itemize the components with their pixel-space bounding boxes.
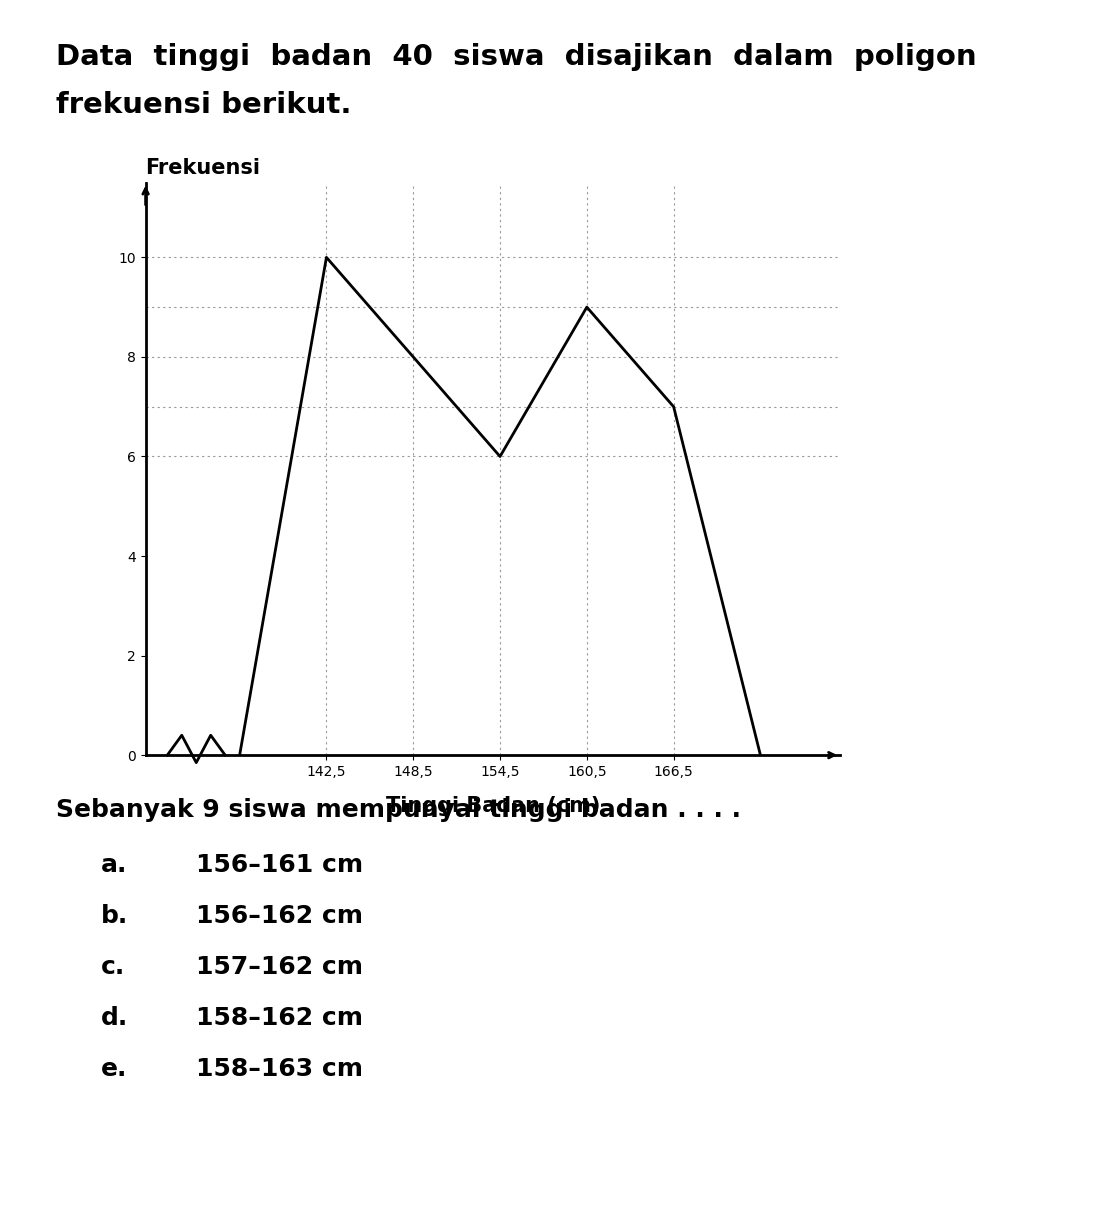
Text: frekuensi berikut.: frekuensi berikut. [56, 91, 352, 119]
Text: 158–163 cm: 158–163 cm [196, 1057, 363, 1082]
Text: d.: d. [101, 1006, 128, 1030]
Text: c.: c. [101, 955, 125, 979]
Text: b.: b. [101, 904, 128, 928]
Text: 156–161 cm: 156–161 cm [196, 853, 363, 877]
Text: e.: e. [101, 1057, 128, 1082]
Text: Sebanyak 9 siswa mempunyai tinggi badan . . . .: Sebanyak 9 siswa mempunyai tinggi badan … [56, 798, 741, 822]
X-axis label: Tinggi Badan (cm): Tinggi Badan (cm) [385, 795, 600, 816]
Text: 157–162 cm: 157–162 cm [196, 955, 363, 979]
Text: Frekuensi: Frekuensi [146, 157, 261, 178]
Text: 156–162 cm: 156–162 cm [196, 904, 363, 928]
Text: a.: a. [101, 853, 128, 877]
Text: Data  tinggi  badan  40  siswa  disajikan  dalam  poligon: Data tinggi badan 40 siswa disajikan dal… [56, 43, 977, 71]
Text: 158–162 cm: 158–162 cm [196, 1006, 363, 1030]
